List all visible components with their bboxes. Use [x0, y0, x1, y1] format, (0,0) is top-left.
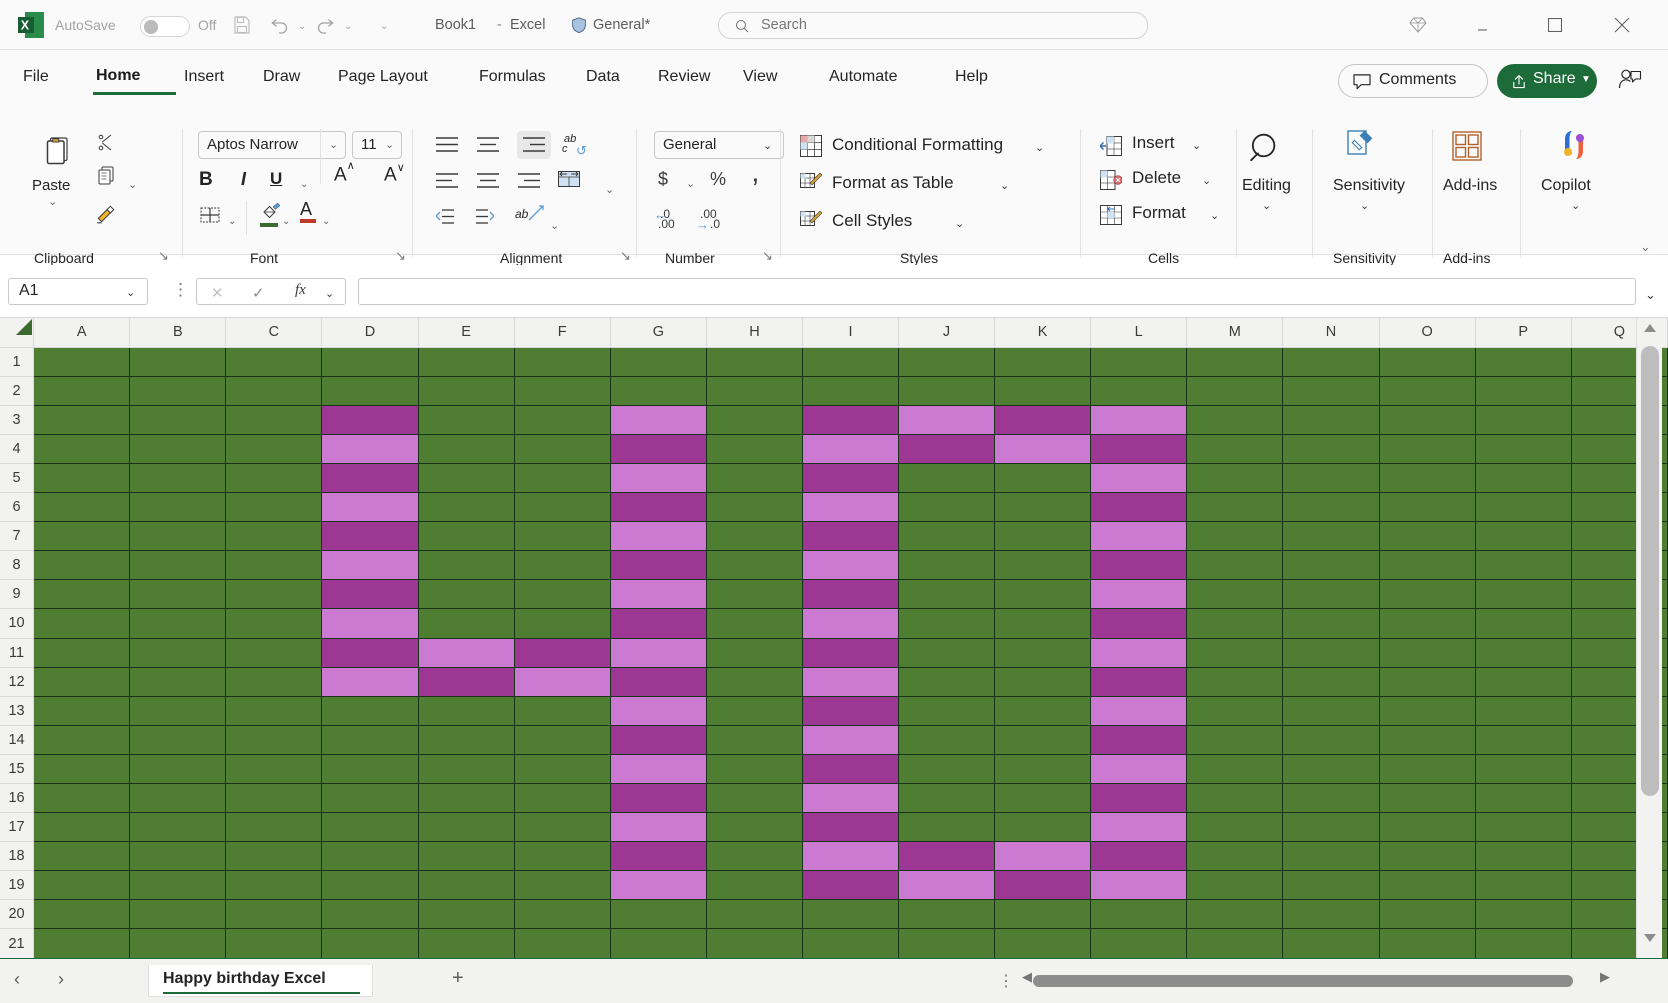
svg-text:X: X	[21, 19, 30, 33]
